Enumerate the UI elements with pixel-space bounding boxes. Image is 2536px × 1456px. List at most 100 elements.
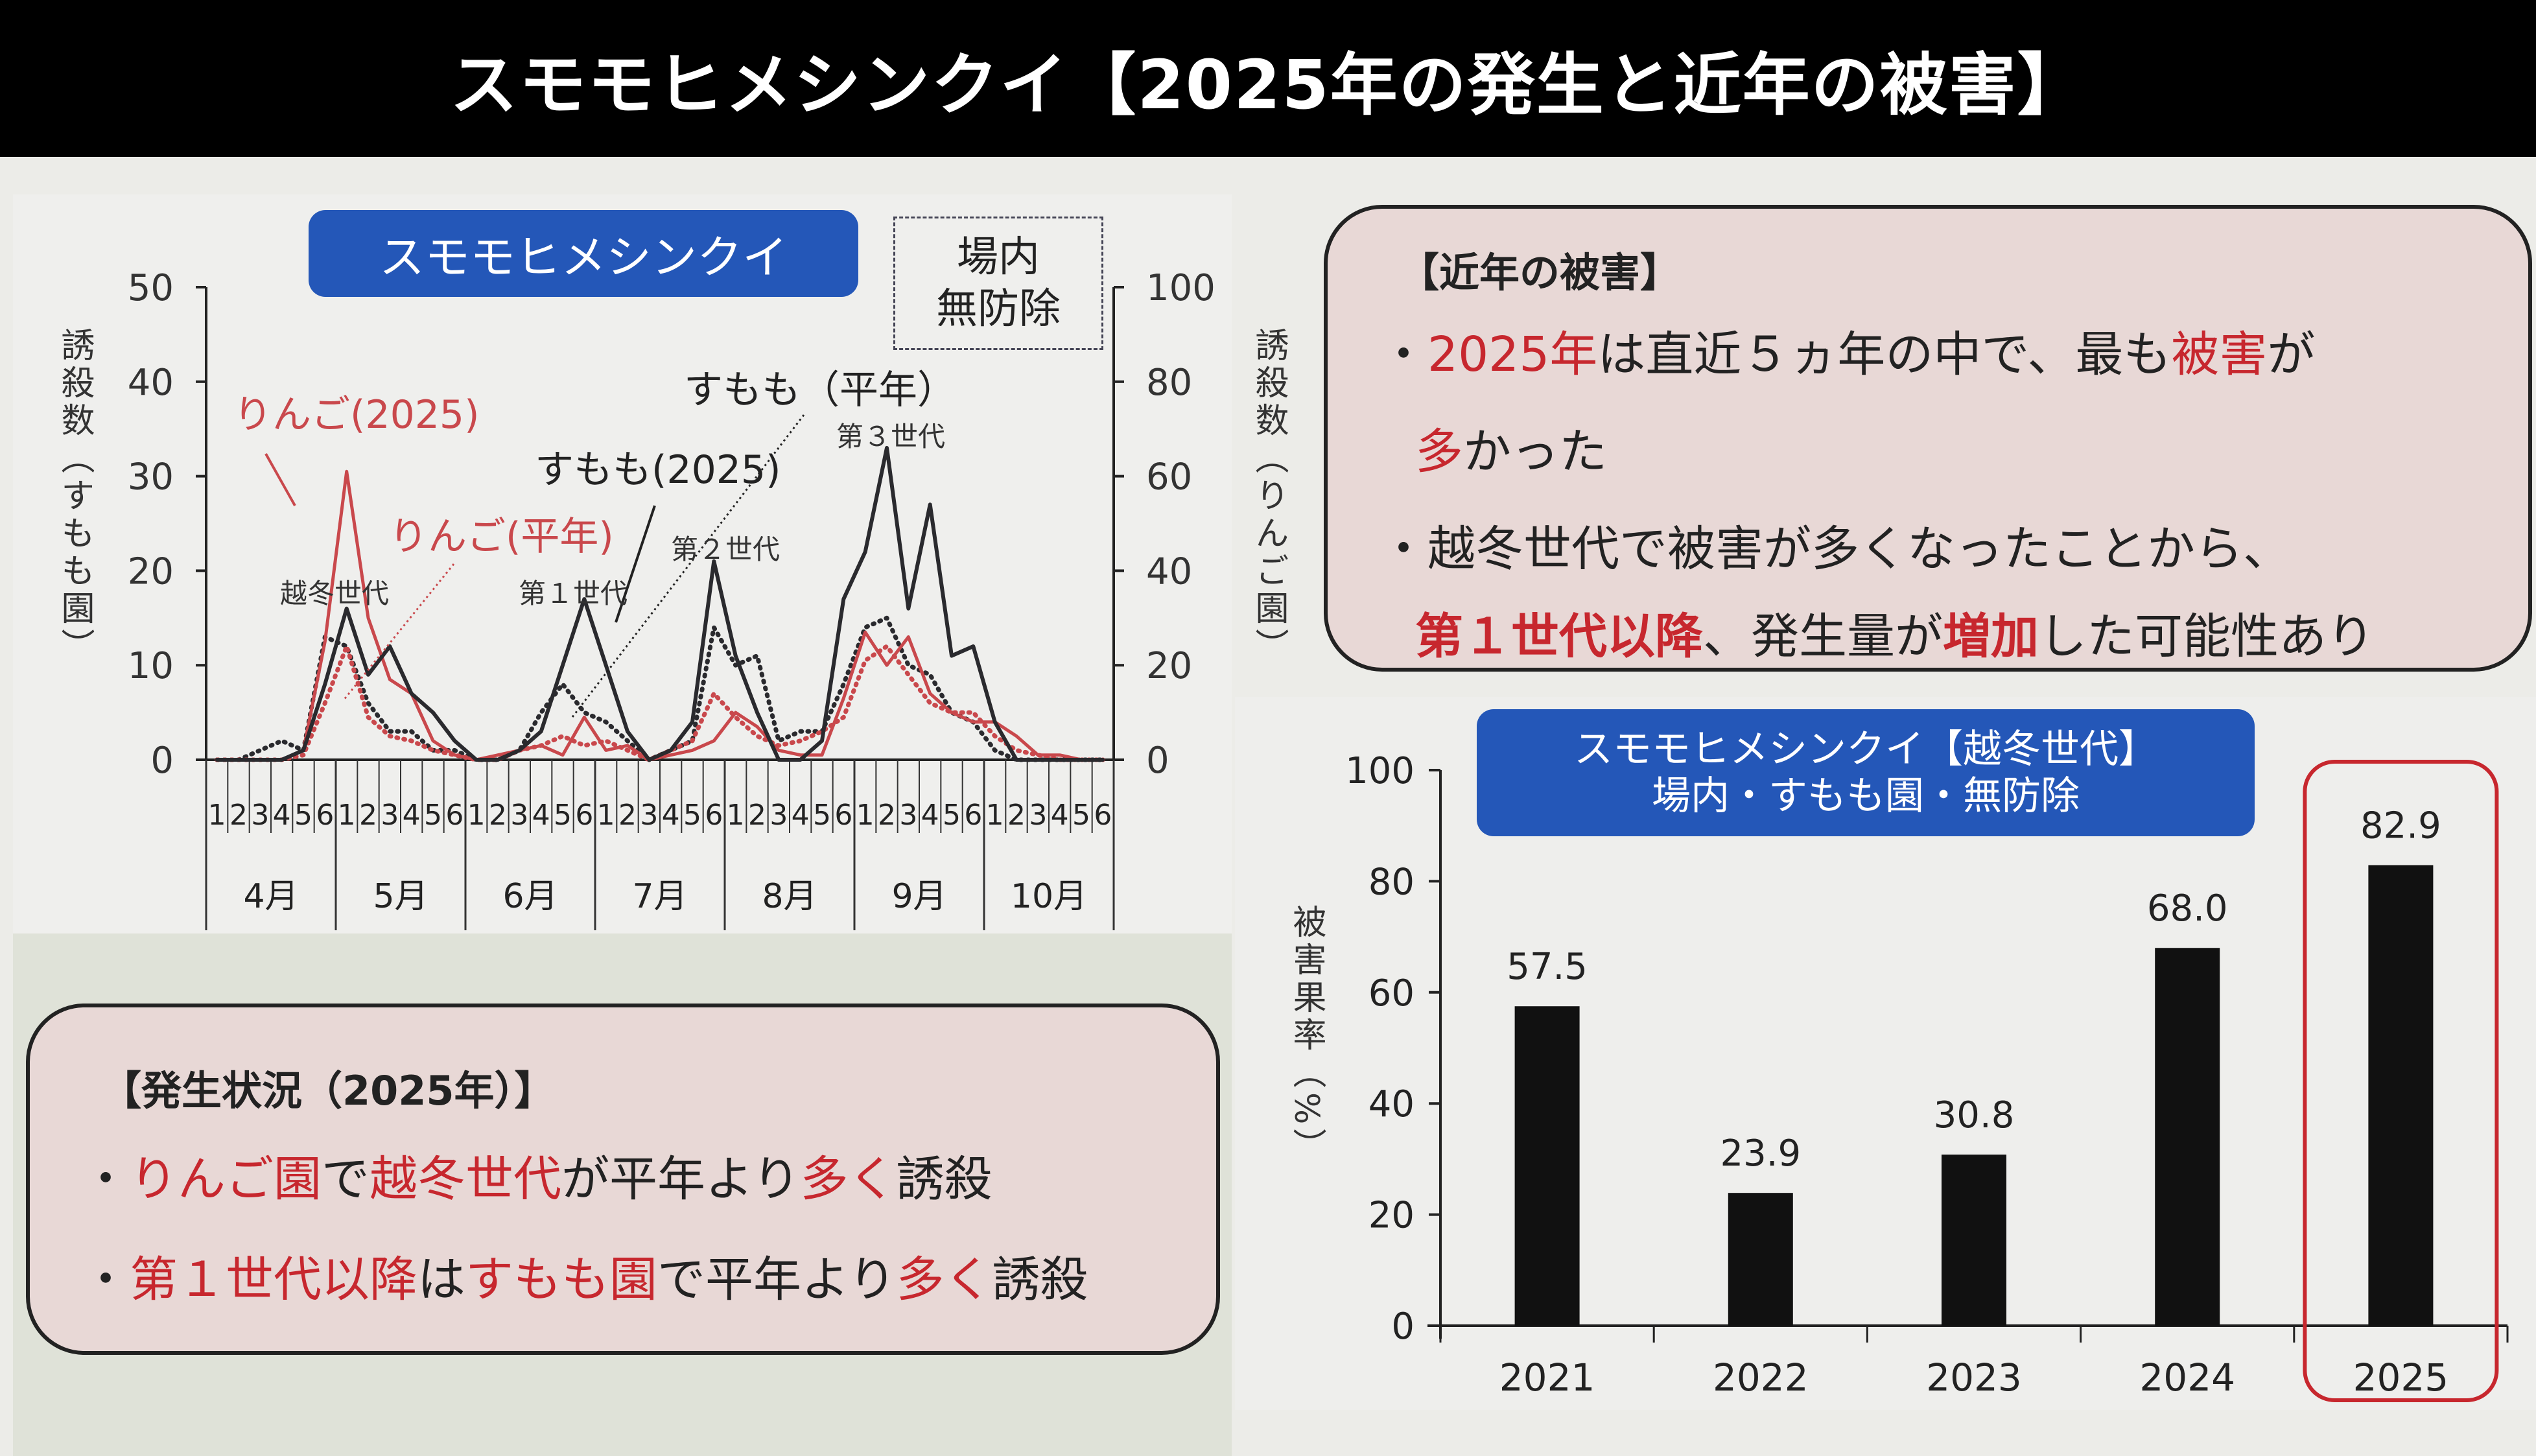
- bar-2021: [1514, 1006, 1580, 1326]
- period-label: 3: [1029, 799, 1047, 832]
- period-label: 2: [1007, 799, 1026, 832]
- bar-category-label: 2023: [1926, 1356, 2022, 1400]
- period-label: 5: [424, 799, 442, 832]
- generation-label: 越冬世代: [280, 578, 389, 609]
- right-tick-label: 100: [1146, 267, 1215, 309]
- generation-label: 第２世代: [671, 534, 780, 565]
- right-tick-label: 60: [1146, 456, 1192, 499]
- bar-2022: [1728, 1193, 1793, 1326]
- bar-category-label: 2021: [1499, 1356, 1595, 1400]
- occurrence-note-box: 【発生状況（2025年）】 ・りんご園で越冬世代が平年より多く誘殺 ・第１世代以…: [26, 1004, 1220, 1355]
- period-label: 4: [662, 799, 680, 832]
- text-segment: 被害: [2171, 327, 2268, 382]
- generation-label: 第１世代: [519, 578, 628, 609]
- text-segment: で: [322, 1151, 370, 1207]
- bar-chart-badge: スモモヒメシンクイ【越冬世代】 場内・すもも園・無防除: [1477, 709, 2255, 836]
- period-label: 5: [943, 799, 961, 832]
- bar-chart-axes: 0 20 40 60 80 100: [1345, 750, 2509, 1348]
- period-label: 6: [964, 799, 982, 832]
- period-label: 3: [251, 799, 269, 832]
- left-tick-label: 20: [128, 550, 174, 593]
- series-solid-red: [215, 469, 1105, 762]
- period-label: 6: [834, 799, 852, 832]
- label-sumomo-2025: すもも(2025): [535, 447, 781, 493]
- period-label: 3: [381, 799, 399, 832]
- text-segment: 多: [1415, 424, 1463, 480]
- line-chart-series: [215, 445, 1105, 762]
- period-label: 2: [618, 799, 637, 832]
- month-label: 10月: [1011, 877, 1087, 916]
- bar-y-axis-label: 被害果率（%）: [1287, 904, 1326, 1166]
- occurrence-line-2: ・第１世代以降はすもも園で平年より多く誘殺: [82, 1241, 1088, 1310]
- left-tick-label: 40: [128, 362, 174, 404]
- condition-box: 場内 無防除: [893, 217, 1103, 350]
- period-label: 6: [445, 799, 464, 832]
- occurrence-line-1: ・りんご園で越冬世代が平年より多く誘殺: [82, 1140, 992, 1210]
- month-label: 4月: [243, 877, 298, 916]
- period-label: 4: [1051, 799, 1069, 832]
- text-segment: 越冬世代で被害が多くなったことから、: [1427, 521, 2291, 577]
- text-segment: 多く: [896, 1252, 992, 1308]
- right-tick-label: 40: [1146, 550, 1192, 593]
- series-solid-black: [215, 445, 1105, 762]
- text-segment: 越冬世代: [370, 1151, 561, 1207]
- bar-2024: [2155, 948, 2220, 1326]
- bar-category-label: 2025: [2353, 1356, 2449, 1400]
- period-label: 3: [510, 799, 528, 832]
- period-label: 6: [1094, 799, 1112, 832]
- text-segment: 第１世代以降: [130, 1252, 417, 1308]
- right-tick-label: 80: [1146, 362, 1192, 404]
- text-segment: ・: [82, 1252, 130, 1308]
- right-axis-label: 誘殺数（りんご園）: [1249, 327, 1288, 666]
- bar-category-label: 2024: [2139, 1356, 2235, 1400]
- period-label: 5: [294, 799, 312, 832]
- period-label: 1: [856, 799, 875, 832]
- label-sumomo-avg: すもも（平年）: [684, 368, 956, 413]
- period-label: 6: [316, 799, 334, 832]
- month-label: 8月: [762, 877, 817, 916]
- period-label: 2: [359, 799, 377, 832]
- left-tick-label: 10: [128, 645, 174, 687]
- text-segment: 多く: [800, 1151, 897, 1207]
- period-label: 4: [532, 799, 550, 832]
- period-label: 2: [229, 799, 248, 832]
- period-label: 1: [597, 799, 615, 832]
- period-label: 5: [1072, 799, 1090, 832]
- text-segment: は: [417, 1252, 465, 1308]
- left-tick-label: 30: [128, 456, 174, 499]
- line-chart-panel: [13, 194, 1232, 933]
- bar-value-label: 57.5: [1507, 946, 1588, 988]
- left-tick-label: 0: [150, 740, 174, 782]
- damage-line-3: ・越冬世代で被害が多くなったことから、: [1380, 510, 2291, 580]
- month-label: 5月: [373, 877, 428, 916]
- highlight-frame: [2303, 760, 2499, 1402]
- bar-y-tick-label: 100: [1345, 750, 1415, 792]
- bar-value-label: 23.9: [1720, 1133, 1801, 1175]
- period-label: 4: [792, 799, 810, 832]
- period-label: 1: [208, 799, 226, 832]
- bar-2025: [2368, 865, 2434, 1326]
- period-label: 3: [899, 799, 917, 832]
- bar-value-label: 68.0: [2147, 887, 2228, 930]
- title-bar: スモモヒメシンクイ【2025年の発生と近年の被害】: [0, 0, 2536, 157]
- period-label: 4: [921, 799, 939, 832]
- period-label: 6: [575, 799, 593, 832]
- period-label: 1: [727, 799, 745, 832]
- right-tick-label: 0: [1146, 740, 1169, 782]
- text-segment: すもも園: [465, 1252, 657, 1308]
- bar-chart-badge-line2: 場内・すもも園・無防除: [1652, 773, 2080, 819]
- period-label: 4: [403, 799, 421, 832]
- leader-sumomo-2025: [615, 505, 656, 623]
- text-segment: りんご園: [130, 1151, 322, 1207]
- damage-line-1: ・2025年は直近５ヵ年の中で、最も被害が: [1380, 316, 2315, 385]
- text-segment: 誘殺: [992, 1252, 1088, 1308]
- damage-line-4: 第１世代以降、発生量が増加した可能性あり: [1415, 598, 2375, 667]
- text-segment: した可能性あり: [2039, 609, 2375, 664]
- text-segment: ・: [1380, 521, 1427, 577]
- line-chart-badge-text: スモモヒメシンクイ: [379, 230, 788, 284]
- text-segment: 2025年: [1427, 327, 1598, 382]
- text-segment: は直近５ヵ年の中で、最も: [1597, 327, 2172, 382]
